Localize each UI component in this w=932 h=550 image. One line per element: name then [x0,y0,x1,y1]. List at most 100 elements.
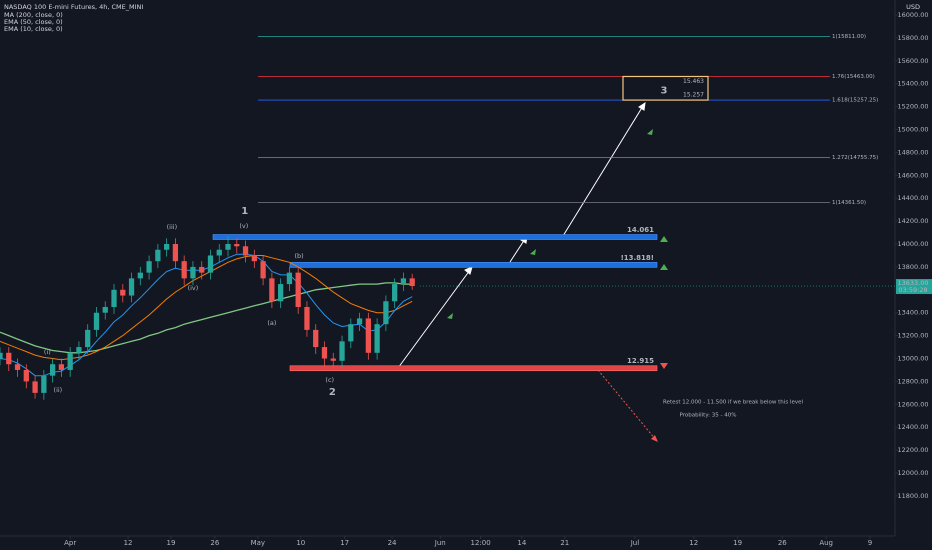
arrow-head [651,435,658,442]
ma-line [0,282,413,354]
up-icon [660,236,668,242]
zone [212,234,658,240]
candle-body [14,364,21,370]
y-tick-label: 16000.00 [897,11,928,19]
wave-label: (c) [325,376,334,384]
x-tick-label: 12 [124,539,133,547]
candle-body [225,244,231,250]
arrow-head [638,101,646,111]
fib-label: 1.618(15257.25) [832,98,878,104]
candle-body [365,318,371,353]
down-icon [660,363,668,369]
legend-entry: EMA (50, close, 0) [4,18,63,26]
x-tick-label: 26 [778,539,787,547]
up-icon [447,313,453,319]
y-tick-label: 13800.00 [897,263,928,271]
candle-body [137,272,143,279]
legend-entry: EMA (10, close, 0) [4,25,63,33]
candle-body [348,324,354,342]
arrow [397,269,471,369]
y-tick-label: 14000.00 [897,240,928,248]
dashed-projection [597,369,657,441]
x-tick-label: 12 [689,539,698,547]
candle-body [234,244,240,247]
target-box [622,75,709,101]
candle-body [199,266,205,273]
candle-body [58,364,65,370]
x-tick-label: 24 [388,539,397,547]
candle-body [155,249,161,262]
y-tick-label: 14800.00 [897,148,928,156]
candle-body [23,369,29,382]
y-tick-label: 13400.00 [897,309,928,317]
x-tick-label: Apr [64,539,76,547]
candle-body [295,272,301,307]
wave-label: (iv) [188,284,199,292]
fib-label: 1(14361.50) [832,200,866,206]
y-tick-label: 13200.00 [897,332,928,340]
chart-title: NASDAQ 100 E-mini Futures, 4h, CME_MINI [4,3,143,11]
x-tick-label: 19 [733,539,742,547]
y-tick-label: 13000.00 [897,355,928,363]
candle-body [41,375,47,393]
currency: USD [906,3,920,11]
zone [289,365,658,372]
y-tick-label: 11800.00 [897,492,928,500]
target-top-label: 15.463 [683,78,704,85]
candle-body [392,284,398,302]
candle-body [32,381,38,393]
legend-entry: MA (200, close, 0) [4,11,63,19]
candle-body [93,312,100,330]
zone-label: 12.915 [627,357,654,365]
x-tick-label: 17 [340,539,349,547]
candle-body [269,278,275,302]
annotation: Probability: 35 - 40% [680,413,737,419]
x-tick-label: 9 [868,539,872,547]
candle-body [304,306,310,330]
x-tick-label: May [251,539,265,547]
x-tick-label: 14 [517,539,526,547]
wave-label: (a) [267,319,276,327]
arrow [562,105,644,237]
x-tick-label: Aug [819,539,833,547]
wave-label: 1 [241,206,248,217]
candle-body [172,244,179,262]
arrow [509,238,526,263]
up-icon [647,129,653,135]
candle-body [85,329,91,348]
candle-body [190,266,196,279]
wave-label: (ii) [54,386,63,394]
candle-body [67,352,73,370]
arrow-head [464,266,473,275]
candle-body [6,352,12,365]
candle-body [0,352,3,359]
wave-label: (v) [239,222,248,230]
annotation: Retest 12.000 - 11.500 if we break below… [663,400,803,406]
y-tick-label: 15600.00 [897,57,928,65]
zone-label: !13.818! [621,254,654,262]
y-tick-label: 14600.00 [897,171,928,179]
up-icon [660,264,668,270]
candle-body [181,261,187,279]
candle-body [278,284,284,302]
price-tag [896,279,932,295]
wave-label: (b) [294,252,303,260]
candle-body [216,249,222,256]
candle-body [400,278,407,285]
fib-label: 1.272(14755.75) [832,155,878,161]
x-tick-label: Jul [630,539,640,547]
wave-label: 2 [329,387,336,398]
candle-body [128,278,135,296]
y-tick-label: 15400.00 [897,80,928,88]
candle-body [207,255,214,273]
x-tick-label: 10 [296,539,305,547]
y-tick-label: 12000.00 [897,469,928,477]
x-tick-label: 12:00 [471,539,491,547]
price-tag-countdown: 03:59:28 [898,286,927,294]
target-label: 3 [661,85,668,96]
candle-body [242,246,249,256]
candle-body [102,306,108,313]
y-tick-label: 12600.00 [897,400,928,408]
candle-body [164,244,170,250]
